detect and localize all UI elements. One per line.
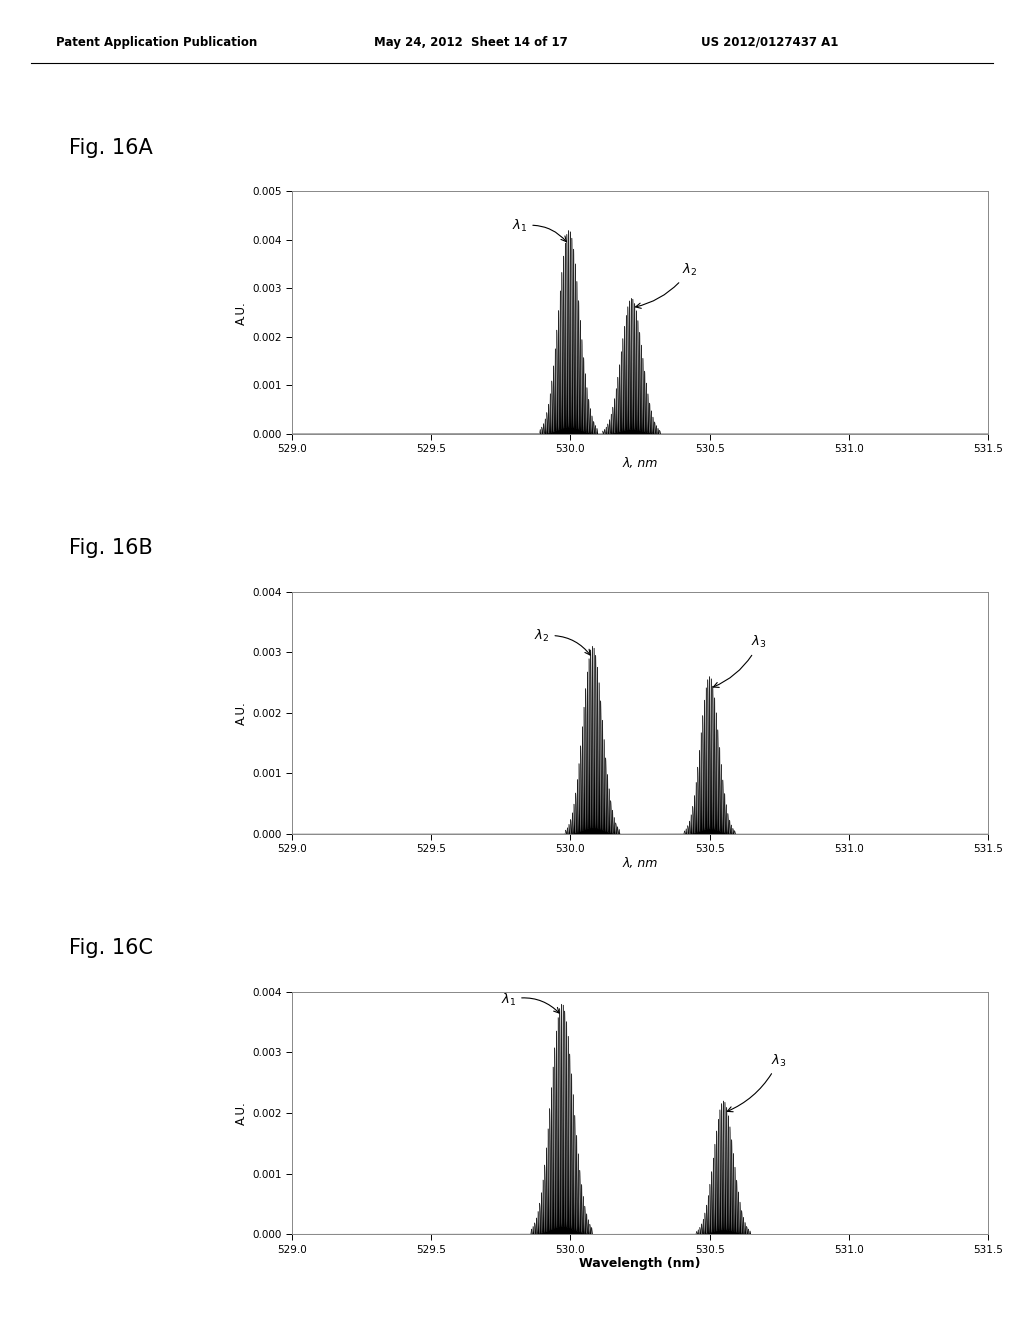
Y-axis label: A.U.: A.U. xyxy=(234,701,248,725)
Text: Fig. 16B: Fig. 16B xyxy=(69,539,153,558)
Y-axis label: A.U.: A.U. xyxy=(234,301,248,325)
Text: $\lambda_3$: $\lambda_3$ xyxy=(727,1052,786,1111)
Text: Fig. 16A: Fig. 16A xyxy=(69,139,153,158)
Text: May 24, 2012  Sheet 14 of 17: May 24, 2012 Sheet 14 of 17 xyxy=(374,36,567,49)
Text: Fig. 16C: Fig. 16C xyxy=(69,939,153,958)
Text: $\lambda_1$: $\lambda_1$ xyxy=(501,991,559,1012)
Text: US 2012/0127437 A1: US 2012/0127437 A1 xyxy=(701,36,839,49)
Text: Patent Application Publication: Patent Application Publication xyxy=(56,36,258,49)
Y-axis label: A.U.: A.U. xyxy=(234,1101,248,1125)
Text: $\lambda_2$: $\lambda_2$ xyxy=(535,628,590,655)
X-axis label: λ, nm: λ, nm xyxy=(623,457,657,470)
Text: $\lambda_1$: $\lambda_1$ xyxy=(512,218,566,242)
Text: $\lambda_3$: $\lambda_3$ xyxy=(714,634,767,688)
X-axis label: λ, nm: λ, nm xyxy=(623,857,657,870)
Text: $\lambda_2$: $\lambda_2$ xyxy=(636,261,697,309)
X-axis label: Wavelength (nm): Wavelength (nm) xyxy=(580,1258,700,1270)
